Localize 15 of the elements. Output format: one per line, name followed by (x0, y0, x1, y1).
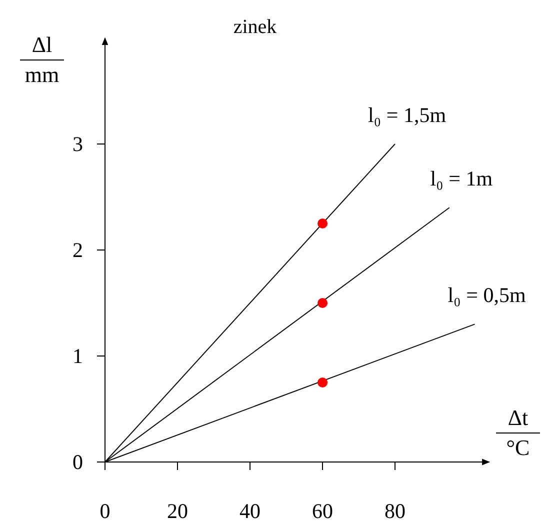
x-tick-label: 80 (384, 499, 406, 523)
y-tick-label: 2 (72, 238, 83, 262)
y-axis-title: Δl mm (24, 32, 60, 87)
x-tick-label: 60 (312, 499, 333, 523)
chart-title: zinek (233, 16, 277, 38)
x-tick-label: 0 (100, 499, 110, 523)
x-axis-title: Δt °C (506, 405, 530, 460)
series-label: l₀ = 0,5m (448, 283, 526, 308)
series-label: l₀ = 1m (430, 166, 493, 191)
y-tick-label: 1 (72, 344, 83, 368)
x-tick-label: 40 (240, 499, 260, 523)
y-tick-label: 3 (72, 132, 83, 156)
y-tick-label: 0 (72, 450, 83, 474)
series-label: l₀ = 1,5m (368, 103, 446, 127)
x-tick-label: 20 (167, 499, 188, 523)
